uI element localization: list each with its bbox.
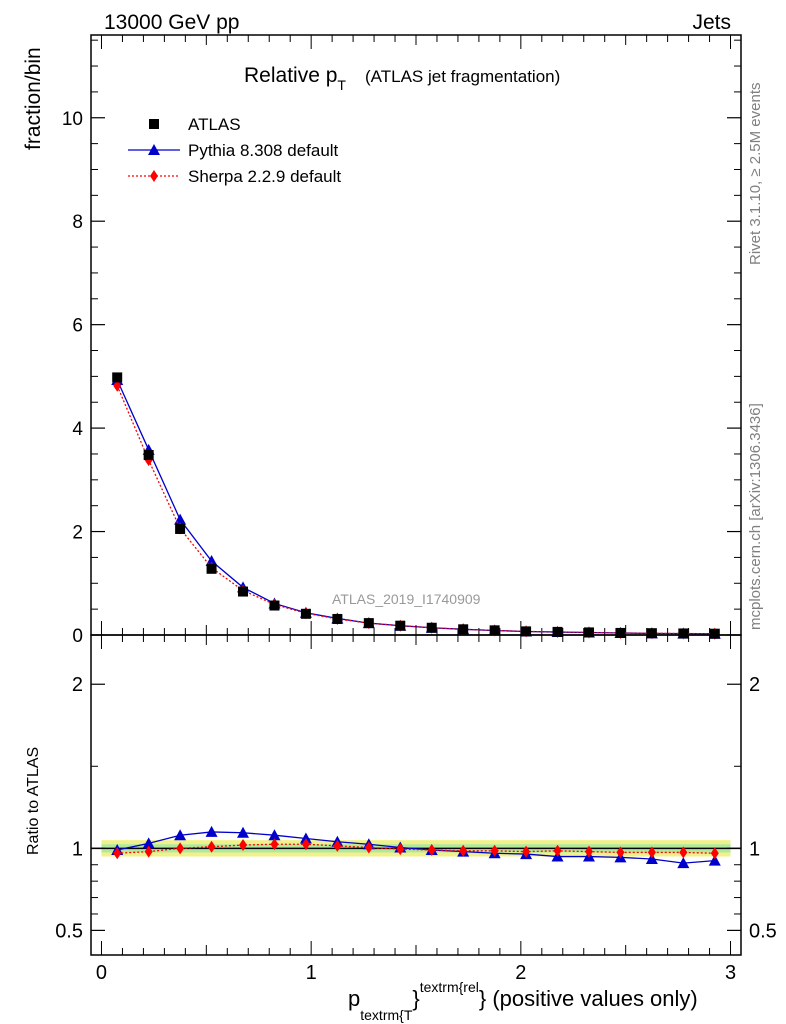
main-atlas-point (521, 626, 532, 637)
ratio-pythia-point (708, 854, 721, 866)
rivet-label: Rivet 3.1.10, ≥ 2.5M events (747, 83, 764, 266)
ratio-y-tick-label: 2 (72, 674, 83, 696)
legend-marker-pythia (148, 144, 160, 155)
ratio-pythia-point (268, 829, 281, 841)
main-y-tick-label: 0 (72, 626, 83, 647)
ratio-sherpa-point (522, 845, 531, 858)
ratio-sherpa-point (113, 847, 122, 860)
main-y-tick-label: 6 (72, 316, 83, 337)
ratio-pythia-point (645, 853, 658, 864)
x-tick-label: 0 (96, 962, 107, 984)
x-tick-label: 3 (725, 962, 736, 984)
ratio-sherpa-point (333, 839, 342, 852)
ratio-sherpa-point (679, 846, 688, 859)
analysis-watermark: ATLAS_2019_I1740909 (332, 591, 481, 607)
legend-marker-sherpa (150, 170, 158, 182)
main-sherpa-point (113, 379, 122, 392)
x-tick-label: 1 (306, 962, 317, 984)
plot-title-main: Relative p (244, 64, 337, 87)
ratio-sherpa-point (144, 845, 153, 858)
ratio-sherpa-point (584, 845, 593, 858)
x-axis-label-p: p (348, 986, 360, 1011)
ratio-sherpa-point (364, 841, 373, 854)
legend-label: Sherpa 2.2.9 default (188, 167, 341, 186)
main-atlas-point (583, 627, 594, 638)
main-atlas-point (143, 450, 154, 460)
ratio-frame (90, 634, 742, 956)
x-axis-label-sub: textrm{T (360, 1007, 413, 1023)
y-axis-label-main: fraction/bin (22, 47, 45, 150)
ratio-sherpa-point (207, 840, 216, 853)
plot-title: Relative pT (244, 64, 346, 93)
ratio-sherpa-point (176, 842, 185, 855)
main-atlas-point (646, 628, 657, 639)
ratio-y-tick-label-right: 0.5 (749, 920, 777, 942)
main-atlas-point (489, 625, 500, 636)
ratio-sherpa-point (427, 843, 436, 856)
legend-label: Pythia 8.308 default (188, 141, 339, 160)
main-sherpa-line (116, 385, 715, 635)
legend: ATLAS Pythia 8.308 default Sherpa 2.2.9 de… (128, 115, 341, 186)
x-tick-label: 2 (515, 962, 526, 984)
ratio-sherpa-point (710, 847, 719, 860)
x-axis-label: ptextrm{T}textrm{rel} (positive values o… (348, 979, 698, 1023)
ratio-sherpa-point (647, 846, 656, 859)
plot-title-suffix: (ATLAS jet fragmentation) (365, 67, 560, 86)
ratio-pythia-point (174, 829, 187, 841)
ratio-sherpa-point (553, 844, 562, 857)
main-atlas-point (206, 563, 217, 574)
main-y-tick-label: 10 (62, 109, 83, 130)
ratio-sherpa-point (616, 846, 625, 859)
ratio-y-tick-label: 1 (72, 838, 83, 860)
ratio-sherpa-point (490, 844, 499, 857)
main-atlas-point (332, 613, 343, 624)
main-panel: 0 2 4 6 8 10 (62, 34, 742, 647)
main-atlas-point (269, 600, 280, 611)
x-axis-label-tail: } (positive values only) (479, 986, 698, 1011)
ratio-y-tick-label: 0.5 (55, 920, 83, 942)
main-atlas-point (678, 628, 689, 639)
main-atlas-point (395, 620, 406, 631)
main-atlas-point (363, 618, 374, 629)
header-process: 13000 GeV pp (104, 11, 239, 34)
legend-marker-atlas (149, 119, 159, 129)
ratio-y-tick-label-right: 1 (749, 838, 760, 860)
y-axis-label-ratio: Ratio to ATLAS (25, 747, 42, 855)
main-atlas-point (552, 626, 563, 637)
plot-title-sub: T (337, 77, 346, 93)
mcplots-label: mcplots.cern.ch [arXiv:1306.3436] (747, 403, 764, 630)
main-atlas-point (709, 628, 720, 639)
ratio-sherpa-point (270, 838, 279, 851)
ratio-pythia-point (142, 837, 155, 849)
ratio-sherpa-point (239, 839, 248, 852)
main-atlas-point (426, 622, 437, 633)
main-atlas-point (238, 586, 249, 597)
ratio-pythia-point (677, 857, 690, 869)
header-category: Jets (692, 11, 731, 34)
ratio-pythia-point (299, 832, 312, 844)
main-atlas-point (458, 624, 469, 635)
ratio-pythia-line (117, 831, 715, 864)
x-axis-label-sup: textrm{rel (420, 979, 479, 995)
ratio-panel: 0.5 0.5 1 1 2 2 0 1 2 3 (55, 634, 777, 984)
main-y-tick-label: 8 (72, 212, 83, 233)
ratio-pythia-point (237, 826, 250, 838)
main-y-tick-label: 4 (72, 419, 83, 440)
main-atlas-point (112, 372, 123, 383)
ratio-sherpa-point (459, 844, 468, 857)
main-atlas-point (300, 608, 311, 619)
main-atlas-point (175, 523, 186, 534)
ratio-sherpa-point (396, 843, 405, 856)
main-y-tick-label: 2 (72, 523, 83, 544)
ratio-y-tick-label-right: 2 (749, 674, 760, 696)
main-atlas-point (615, 627, 626, 638)
legend-label: ATLAS (188, 115, 241, 134)
ratio-pythia-point (205, 825, 218, 837)
ratio-sherpa-point (301, 838, 310, 851)
